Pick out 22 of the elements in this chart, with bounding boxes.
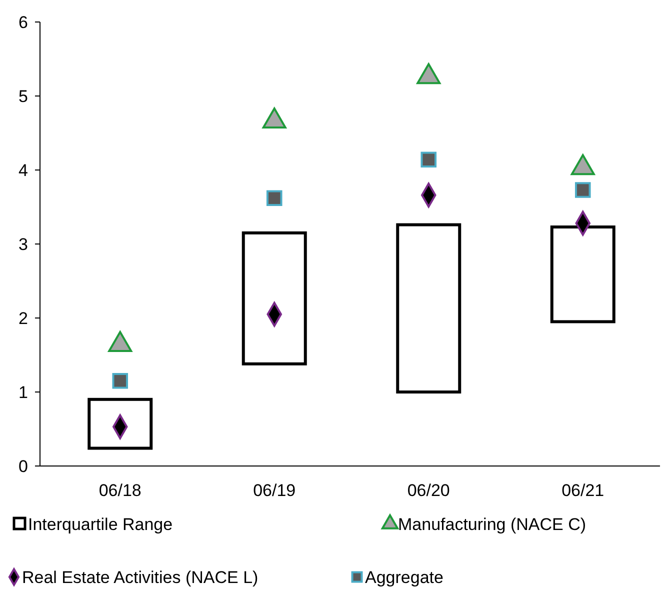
legend-label: Real Estate Activities (NACE L) <box>22 568 258 587</box>
point <box>112 373 128 389</box>
legend-label: Interquartile Range <box>28 515 173 534</box>
point <box>266 190 282 206</box>
x-tick-label: 06/20 <box>407 481 450 500</box>
bar <box>396 223 462 394</box>
point <box>420 152 437 168</box>
y-tick-label: 2 <box>18 308 28 328</box>
y-tick-label: 1 <box>18 382 28 402</box>
bar <box>242 231 307 366</box>
legend-label: Manufacturing (NACE C) <box>398 515 586 534</box>
y-tick-label: 5 <box>18 86 28 106</box>
x-tick-label: 06/19 <box>253 481 296 500</box>
bar <box>88 398 153 450</box>
x-tick-label: 06/21 <box>562 481 604 500</box>
y-tick-label: 0 <box>18 456 28 476</box>
point <box>574 182 591 198</box>
legend-label: Aggregate <box>365 568 444 587</box>
y-tick-label: 6 <box>18 12 28 32</box>
x-tick-label: 06/18 <box>98 481 142 500</box>
y-tick-label: 3 <box>18 234 28 254</box>
y-tick-label: 4 <box>18 160 28 180</box>
